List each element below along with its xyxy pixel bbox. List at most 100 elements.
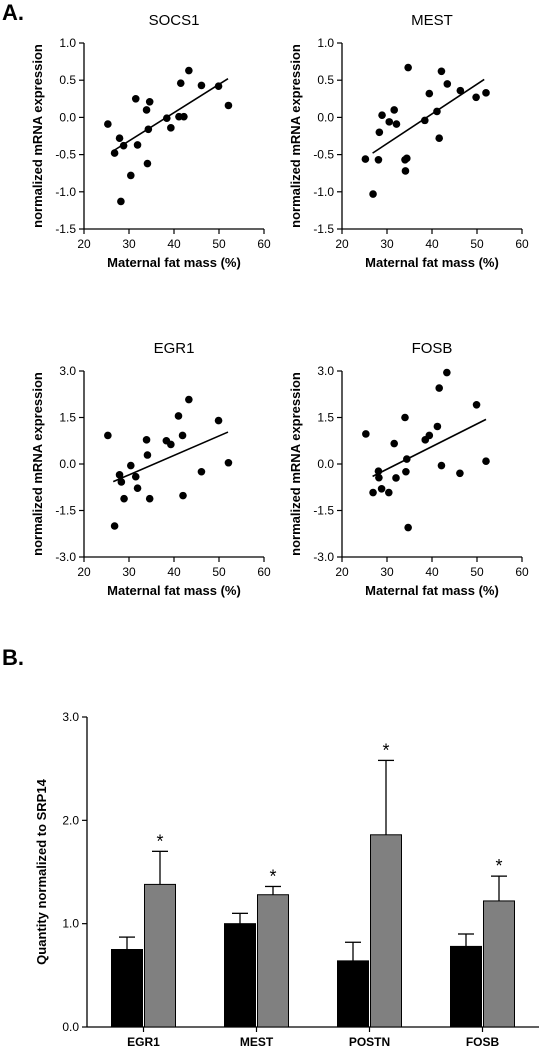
data-point <box>362 430 370 438</box>
y-tick-label: -1.5 <box>313 504 334 518</box>
data-point <box>180 112 188 121</box>
significance-marker: * <box>269 866 276 886</box>
chart-title: SOCS1 <box>149 12 200 29</box>
data-point <box>401 413 409 422</box>
bar-chart-srp14: 0.0 1.0 2.0 3.0 Quantity normalized to SRP14… <box>34 710 539 1049</box>
data-point <box>197 467 206 476</box>
x-axis-label: Maternal fat mass (%) <box>365 255 499 270</box>
x-tick-label: POSTN <box>349 1035 390 1049</box>
panel-label-a: A. <box>2 0 24 25</box>
x-tick-label: MEST <box>240 1035 274 1049</box>
data-point <box>390 439 399 448</box>
y-tick-label: 3.0 <box>59 364 76 378</box>
significance-marker: * <box>382 740 389 760</box>
x-tick-label: 20 <box>335 565 349 579</box>
bar-mest-1 <box>224 923 256 1028</box>
data-point <box>142 106 151 114</box>
bar-postn-2 <box>370 834 402 1028</box>
data-point <box>143 451 152 459</box>
data-point <box>443 80 452 88</box>
significance-marker: * <box>156 831 163 851</box>
data-point <box>178 431 187 440</box>
data-point <box>115 134 124 143</box>
scatter-chart-socs1: SOCS1 -1.5 -1.0 -0.5 0.0 0.5 1.0 20 30 40 50 60 Mate… <box>30 12 271 270</box>
regression-line <box>112 431 229 483</box>
significance-marker: * <box>495 856 502 876</box>
data-point <box>197 81 206 90</box>
data-point <box>404 523 412 532</box>
data-point <box>375 473 383 482</box>
y-tick-label: 0.0 <box>317 457 334 471</box>
y-tick-label: -1.5 <box>55 222 76 236</box>
bar-egr1-1 <box>111 949 143 1028</box>
data-point <box>167 440 175 449</box>
x-tick-label: 50 <box>470 237 484 251</box>
data-point <box>472 93 480 102</box>
data-point <box>143 159 152 168</box>
data-point <box>104 431 112 440</box>
data-point <box>145 494 154 503</box>
x-tick-label: 60 <box>257 237 271 251</box>
bar-mest-2 <box>257 894 289 1028</box>
x-axis-label: Maternal fat mass (%) <box>107 583 241 598</box>
y-tick-label: -3.0 <box>313 550 334 564</box>
data-point <box>104 120 112 128</box>
y-tick-label: 1.0 <box>62 917 79 931</box>
x-tick-label: 30 <box>122 565 136 579</box>
regression-line <box>112 78 229 152</box>
x-tick-label: 50 <box>212 237 226 251</box>
data-point <box>392 474 400 482</box>
y-tick-label: -0.5 <box>55 148 76 162</box>
data-point <box>145 97 154 106</box>
data-point <box>224 101 233 110</box>
data-point <box>443 368 451 377</box>
regression-line <box>372 78 485 154</box>
y-axis-label: normalized mRNA expression <box>30 372 45 556</box>
data-point <box>131 472 140 481</box>
data-point <box>392 120 401 128</box>
data-point <box>404 63 412 72</box>
data-point <box>425 431 434 440</box>
data-point <box>425 89 434 98</box>
data-point <box>369 190 377 198</box>
bar-postn-1 <box>337 960 369 1028</box>
data-point <box>127 461 135 470</box>
data-point <box>142 436 151 444</box>
y-tick-label: -1.0 <box>55 185 76 199</box>
data-point <box>482 457 490 466</box>
x-axis-label: Maternal fat mass (%) <box>107 255 241 270</box>
y-tick-label: -1.5 <box>313 222 334 236</box>
chart-title: FOSB <box>412 340 453 357</box>
y-tick-label: -0.5 <box>313 148 334 162</box>
scatter-chart-mest: MEST -1.5 -1.0 -0.5 0.0 0.5 1.0 20 30 40 50 60 Mater… <box>288 12 529 270</box>
y-axis-label: normalized mRNA expression <box>288 372 303 556</box>
data-point <box>378 111 386 119</box>
y-tick-label: 2.0 <box>62 813 79 827</box>
y-tick-label: 1.0 <box>317 36 334 50</box>
y-tick-label: -3.0 <box>55 550 76 564</box>
y-tick-label: -1.5 <box>55 504 76 518</box>
y-tick-label: 1.0 <box>59 36 76 50</box>
data-point <box>437 67 446 76</box>
data-point <box>385 488 393 497</box>
y-tick-label: 1.5 <box>317 411 334 425</box>
chart-title: EGR1 <box>154 340 195 357</box>
x-tick-label: 20 <box>77 237 91 251</box>
data-point <box>179 491 187 500</box>
data-point <box>127 171 135 180</box>
data-point <box>131 95 140 103</box>
data-point <box>421 116 429 125</box>
y-tick-label: 0.0 <box>62 1020 79 1034</box>
x-tick-label: 20 <box>335 237 349 251</box>
bar-fosb-1 <box>450 945 482 1028</box>
data-point <box>385 118 394 126</box>
x-tick-label: FOSB <box>466 1035 500 1049</box>
chart-title: MEST <box>411 12 453 29</box>
data-point <box>174 412 183 420</box>
data-point <box>120 494 128 503</box>
y-tick-label: 0.0 <box>317 110 334 124</box>
data-point <box>176 79 185 87</box>
data-point <box>390 106 399 114</box>
y-tick-label: 3.0 <box>62 710 79 724</box>
scatter-chart-egr1: EGR1 -3.0 -1.5 0.0 1.5 3.0 20 30 40 50 60 Maternal … <box>30 340 271 598</box>
